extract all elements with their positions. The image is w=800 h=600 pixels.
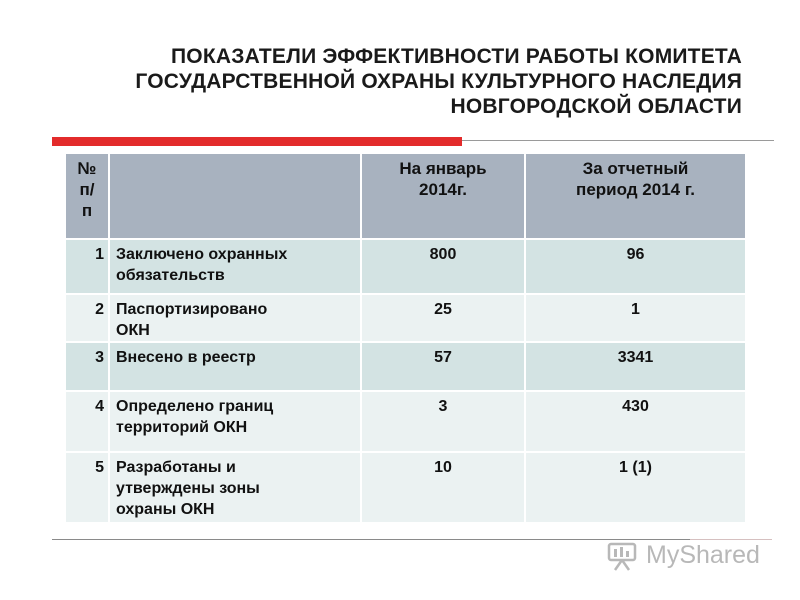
title-line-3: НОВГОРОДСКОЙ ОБЛАСТИ — [450, 95, 742, 118]
row-number: 5 — [66, 453, 110, 524]
row-indicator-line: охраны ОКН — [116, 501, 215, 518]
row-indicator-line: территорий ОКН — [116, 419, 248, 436]
row-number: 3 — [66, 343, 110, 392]
title-accent-bar — [52, 137, 462, 146]
row-indicator-line: Определено границ — [116, 398, 274, 415]
header-period-line-1: За отчетный — [582, 159, 689, 178]
row-indicator-line: Заключено охранных — [116, 246, 288, 263]
row-indicator-line: Паспортизировано — [116, 301, 268, 318]
row-indicator-line: Внесено в реестр — [116, 349, 256, 366]
row-indicator: Определено границ территорий ОКН — [110, 392, 362, 453]
header-indicator — [110, 154, 362, 240]
row-period-value: 1 (1) — [526, 453, 747, 524]
row-indicator: Внесено в реестр — [110, 343, 362, 392]
myshared-logo-icon — [607, 542, 637, 571]
table-row: 4 Определено границ территорий ОКН 3 430 — [66, 392, 747, 453]
row-indicator-line: ОКН — [116, 322, 150, 339]
row-indicator-line: обязательств — [116, 267, 225, 284]
header-number-line-3: п — [81, 201, 93, 220]
kpi-table: № п/ п На январь 2014г. За отчетный пери… — [66, 154, 747, 524]
row-period-value: 430 — [526, 392, 747, 453]
row-january-value: 10 — [362, 453, 526, 524]
header-period-line-2: период 2014 г. — [576, 180, 695, 199]
table-row: 1 Заключено охранных обязательств 800 96 — [66, 240, 747, 295]
row-number: 1 — [66, 240, 110, 295]
header-period: За отчетный период 2014 г. — [526, 154, 747, 240]
row-number: 2 — [66, 295, 110, 343]
table-row: 2 Паспортизировано ОКН 25 1 — [66, 295, 747, 343]
row-period-value: 96 — [526, 240, 747, 295]
row-january-value: 57 — [362, 343, 526, 392]
row-indicator: Заключено охранных обязательств — [110, 240, 362, 295]
row-indicator: Разработаны и утверждены зоны охраны ОКН — [110, 453, 362, 524]
header-number-line-2: п/ — [79, 180, 95, 199]
table-header-row: № п/ п На январь 2014г. За отчетный пери… — [66, 154, 747, 240]
row-january-value: 3 — [362, 392, 526, 453]
header-january-line-2: 2014г. — [419, 180, 467, 199]
row-indicator-line: утверждены зоны — [116, 480, 260, 497]
slide-title: ПОКАЗАТЕЛИ ЭФФЕКТИВНОСТИ РАБОТЫ КОМИТЕТА… — [60, 44, 742, 119]
header-january: На январь 2014г. — [362, 154, 526, 240]
header-number-line-1: № — [77, 159, 97, 178]
header-number: № п/ п — [66, 154, 110, 240]
watermark-text: MyShared — [646, 541, 760, 569]
table-row: 3 Внесено в реестр 57 3341 — [66, 343, 747, 392]
row-period-value: 3341 — [526, 343, 747, 392]
footer-divider-line — [52, 539, 772, 540]
table-row: 5 Разработаны и утверждены зоны охраны О… — [66, 453, 747, 524]
row-january-value: 25 — [362, 295, 526, 343]
row-january-value: 800 — [362, 240, 526, 295]
row-period-value: 1 — [526, 295, 747, 343]
row-indicator: Паспортизировано ОКН — [110, 295, 362, 343]
row-number: 4 — [66, 392, 110, 453]
watermark: MyShared — [606, 537, 776, 573]
header-january-line-1: На январь — [399, 159, 487, 178]
title-line-1: ПОКАЗАТЕЛИ ЭФФЕКТИВНОСТИ РАБОТЫ КОМИТЕТА — [171, 45, 742, 68]
row-indicator-line: Разработаны и — [116, 459, 236, 476]
footer-accent-line — [690, 539, 772, 540]
title-line-2: ГОСУДАРСТВЕННОЙ ОХРАНЫ КУЛЬТУРНОГО НАСЛЕ… — [135, 70, 742, 93]
